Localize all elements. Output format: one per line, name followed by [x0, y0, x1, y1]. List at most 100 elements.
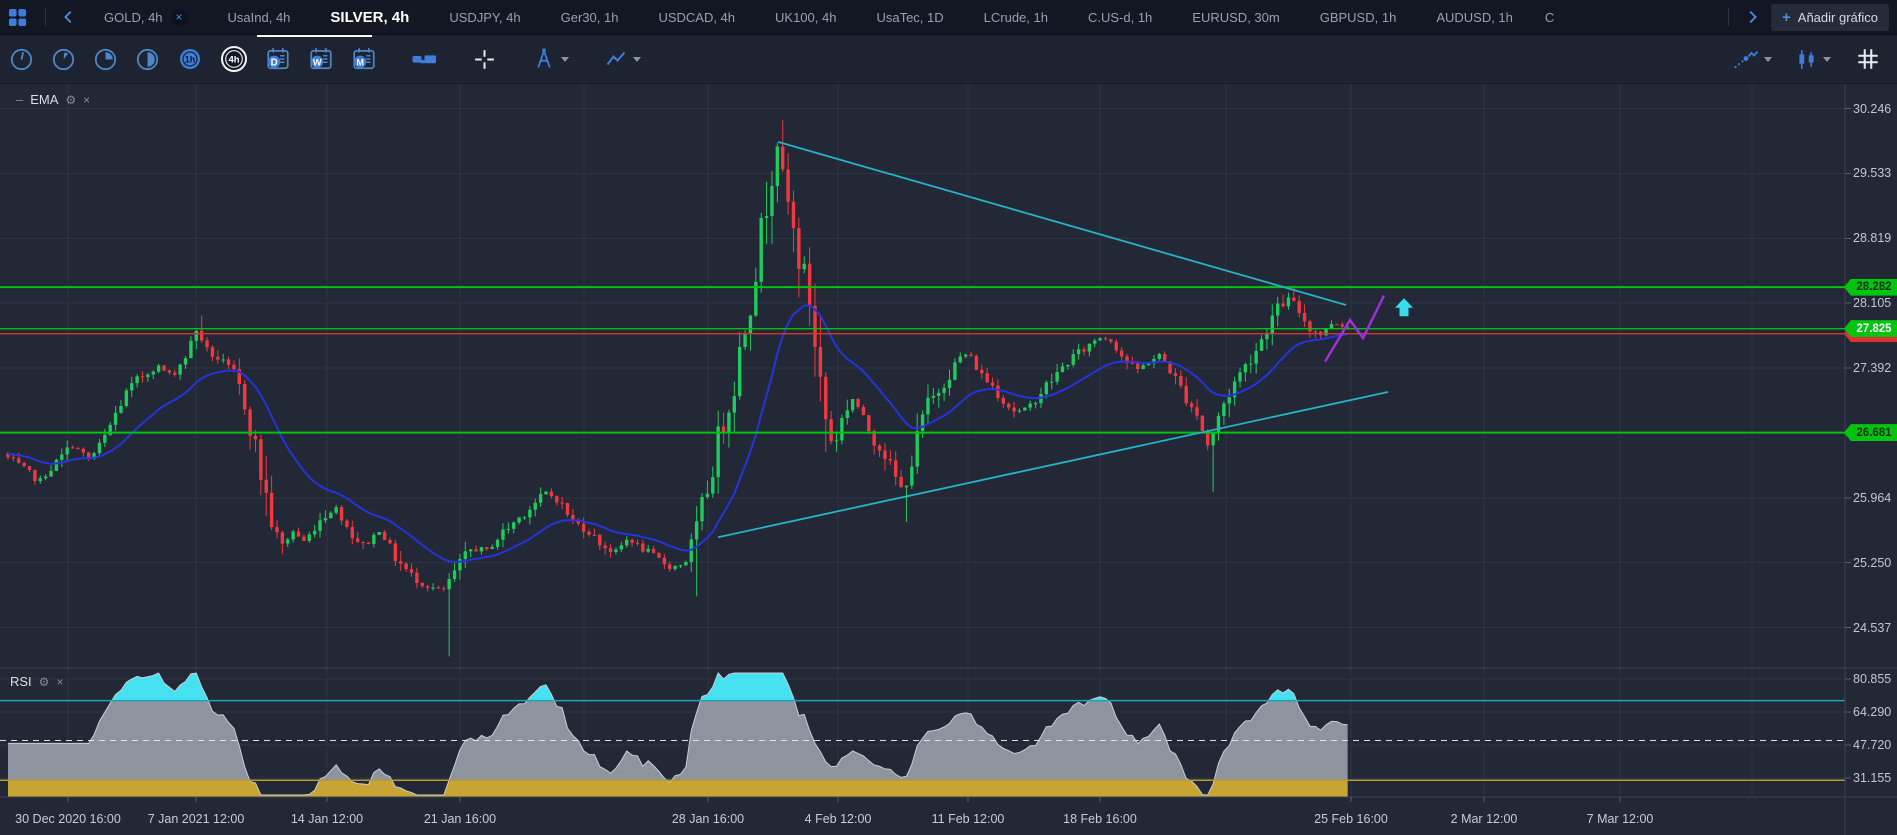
chevron-down-icon	[1764, 56, 1772, 62]
time-axis-label: 4 Feb 12:00	[804, 812, 872, 826]
apps-grid-icon[interactable]	[8, 8, 27, 27]
price-axis-label: 25.964	[1853, 490, 1892, 505]
price-axis-label: 25.250	[1853, 555, 1892, 570]
drawing-tools-button[interactable]	[531, 46, 569, 72]
tab-eurusd[interactable]: EURUSD, 30m	[1172, 0, 1299, 35]
tabs-scroll-right-icon[interactable]	[1737, 8, 1767, 26]
timeframe-5m-button[interactable]	[51, 47, 76, 72]
clock-15m-icon	[94, 48, 117, 70]
tab-silver[interactable]: SILVER, 4h	[310, 0, 429, 35]
time-axis-label: 18 Feb 16:00	[1063, 812, 1137, 826]
gear-icon[interactable]: ⚙	[65, 92, 77, 107]
crosshair-button[interactable]	[472, 47, 497, 72]
rsi-label: RSI	[10, 674, 32, 689]
indicators-icon	[1734, 50, 1759, 69]
tab-ger30[interactable]: Ger30, 1h	[541, 0, 639, 35]
tab-label: UsaInd, 4h	[227, 9, 291, 25]
tab-uk100[interactable]: UK100, 4h	[755, 0, 856, 35]
rsi-indicator-legend: RSI ⚙ ×	[10, 674, 63, 689]
trendline-ascending[interactable]	[717, 391, 1389, 539]
tf-1h-text: 1h	[185, 55, 196, 65]
timeframe-daily-button[interactable]: D	[265, 46, 291, 72]
close-icon[interactable]: ×	[83, 92, 91, 107]
tab-label: AUDUSD, 1h	[1436, 9, 1513, 25]
tab-label: C	[1544, 9, 1555, 25]
tab-label: EURUSD, 30m	[1192, 9, 1280, 25]
tabs-scroll-left-icon[interactable]	[54, 8, 84, 26]
rsi-plot	[0, 672, 1845, 797]
tab-cusd[interactable]: C.US-d, 1h	[1068, 0, 1172, 35]
tab-label: SILVER, 4h	[330, 8, 410, 26]
tab-label: GBPUSD, 1h	[1319, 9, 1397, 25]
tab-close-icon[interactable]: ×	[170, 8, 188, 26]
time-axis-label: 14 Jan 12:00	[290, 812, 364, 826]
compass-icon	[537, 48, 551, 68]
up-arrow-marker[interactable]	[1395, 298, 1413, 317]
link-intervals-button[interactable]	[411, 47, 438, 71]
tab-list: GOLD, 4h × UsaInd, 4h SILVER, 4h USDJPY, 4h G…	[84, 0, 1720, 35]
tab-usdjpy[interactable]: USDJPY, 4h	[429, 0, 540, 35]
crosshair-icon	[475, 49, 494, 69]
tab-gold[interactable]: GOLD, 4h ×	[84, 0, 208, 35]
timeframe-1h-button[interactable]: 1h	[177, 46, 203, 72]
trend-line-tool-button[interactable]	[603, 47, 641, 71]
timeframe-15m-button[interactable]	[93, 47, 118, 72]
close-icon[interactable]: ×	[56, 674, 64, 689]
chevron-down-icon	[633, 56, 641, 62]
trend-line-icon	[606, 51, 626, 66]
tab-audusd[interactable]: AUDUSD, 1h	[1416, 0, 1533, 35]
tab-label: UK100, 4h	[775, 9, 837, 25]
candlestick-style-icon	[1799, 49, 1814, 69]
trendline-descending[interactable]	[777, 140, 1347, 306]
tab-usaind[interactable]: UsaInd, 4h	[208, 0, 311, 35]
tf-4h-text: 4h	[228, 55, 239, 66]
price-axis-label: 28.819	[1853, 231, 1892, 246]
timeframe-1m-button[interactable]	[9, 47, 34, 72]
timeframe-monthly-button[interactable]: M	[351, 46, 377, 72]
grid-layout-icon	[1858, 49, 1878, 69]
time-axis-label: 7 Jan 2021 12:00	[147, 812, 245, 826]
tab-bar: GOLD, 4h × UsaInd, 4h SILVER, 4h USDJPY, 4h G…	[0, 0, 1897, 35]
chevron-left-icon	[64, 10, 72, 24]
gear-icon[interactable]: ⚙	[38, 674, 50, 689]
price-level-badge: 27.825	[1844, 320, 1897, 338]
timeframe-weekly-button[interactable]: W	[308, 46, 334, 72]
layout-grid-button[interactable]	[1855, 46, 1881, 72]
tab-label: Ger30, 1h	[560, 9, 619, 25]
calendar-weekly-icon: W	[310, 48, 332, 70]
chevron-down-icon	[561, 56, 569, 62]
timeframe-30m-button[interactable]	[135, 47, 160, 72]
time-axis-label: 7 Mar 12:00	[1586, 812, 1654, 826]
tab-label: GOLD, 4h	[104, 9, 163, 25]
chevron-right-icon	[1749, 10, 1757, 24]
tab-usatec[interactable]: UsaTec, 1D	[856, 0, 963, 35]
divider	[45, 8, 46, 26]
ema-indicator-legend: – EMA ⚙ ×	[16, 92, 90, 107]
timeframe-4h-button[interactable]: 4h	[220, 45, 248, 73]
time-axis-label: 25 Feb 16:00	[1314, 812, 1388, 826]
time-axis-label: 30 Dec 2020 16:00	[15, 812, 121, 826]
toolbar-right-group	[1732, 46, 1897, 72]
chart-area[interactable]: – EMA ⚙ × RSI ⚙ × 30.246 29.533 28.819 28.1…	[0, 84, 1897, 835]
rsi-axis-label: 64.290	[1853, 705, 1892, 720]
tab-c[interactable]: C	[1533, 0, 1558, 35]
clock-5m-icon	[52, 48, 75, 70]
plus-icon: +	[1782, 8, 1791, 26]
tab-gbpusd[interactable]: GBPUSD, 1h	[1300, 0, 1417, 35]
clock-1m-icon	[10, 48, 33, 70]
clock-30m-icon	[136, 48, 159, 70]
add-chart-button[interactable]: + Añadir gráfico	[1771, 3, 1889, 31]
tab-usdcad[interactable]: USDCAD, 4h	[638, 0, 755, 35]
chart-svg[interactable]	[0, 84, 1897, 835]
projection-zigzag[interactable]	[1323, 294, 1386, 363]
active-tab-underline	[257, 35, 372, 37]
rsi-axis-label: 80.855	[1853, 672, 1892, 687]
chart-style-button[interactable]	[1794, 47, 1831, 72]
tab-lcrude[interactable]: LCrude, 1h	[964, 0, 1068, 35]
collapse-pane-icon[interactable]: –	[16, 92, 24, 107]
axes	[0, 84, 1897, 835]
indicators-button[interactable]	[1732, 47, 1772, 71]
time-axis-label: 28 Jan 16:00	[671, 812, 745, 826]
ema-line[interactable]	[7, 304, 1348, 564]
price-level-badge: 26.681	[1844, 424, 1897, 442]
